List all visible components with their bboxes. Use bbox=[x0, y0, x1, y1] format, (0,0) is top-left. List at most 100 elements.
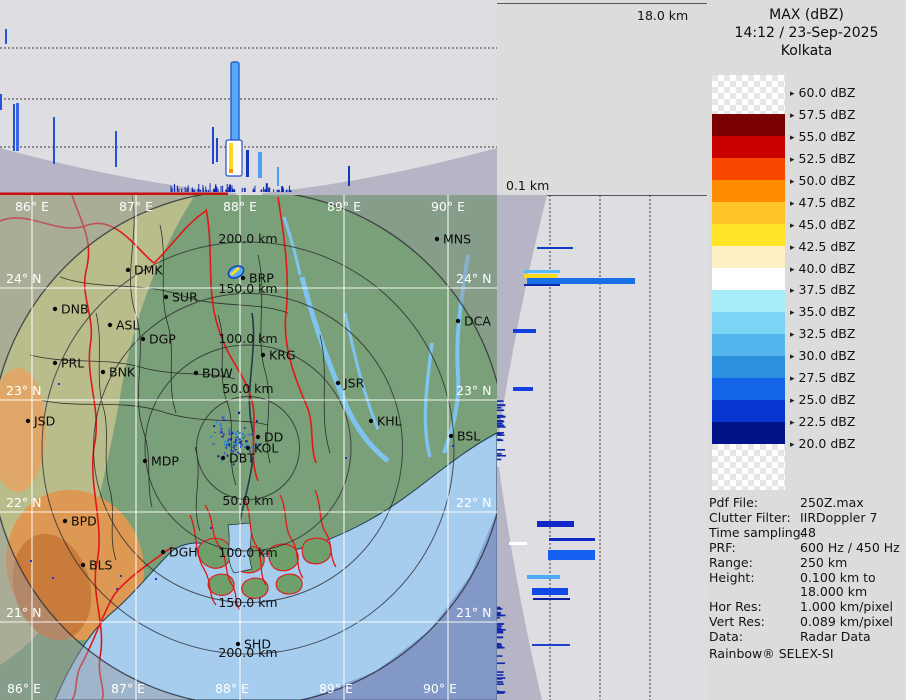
legend-swatch-6 bbox=[712, 246, 785, 268]
legend-swatch-10 bbox=[712, 334, 785, 356]
echo-speckle bbox=[223, 415, 225, 417]
echo-speckle bbox=[225, 446, 228, 449]
profile-noise-speckle bbox=[265, 183, 268, 192]
legend-tick-label: ▸ 25.0 dBZ bbox=[790, 392, 902, 407]
profile-noise-speckle bbox=[264, 189, 267, 192]
tall-echo-column bbox=[230, 61, 240, 142]
city-marker-DGP bbox=[140, 336, 146, 342]
profile-noise-speckle bbox=[176, 185, 178, 192]
lon-label-top: 86° E bbox=[15, 199, 49, 214]
range-ring-100km bbox=[144, 344, 352, 552]
profile-noise-speckle bbox=[207, 189, 209, 192]
height-gridlines bbox=[0, 47, 497, 148]
legend-tick-label: ▸ 30.0 dBZ bbox=[790, 348, 902, 363]
legend-tick-arrow-icon: ▸ bbox=[790, 132, 795, 143]
profile-noise-speckle bbox=[497, 454, 506, 457]
profile-noise-speckle bbox=[497, 655, 503, 657]
profile-noise-speckle bbox=[260, 189, 262, 192]
profile-noise-speckle bbox=[497, 613, 502, 616]
echo-speckle bbox=[238, 452, 241, 455]
legend-tick-text: 60.0 dBZ bbox=[798, 85, 856, 100]
info-row-label: PRF: bbox=[709, 539, 736, 555]
info-row-value: IIRDoppler 7 bbox=[800, 509, 878, 525]
profile-noise-speckle bbox=[174, 183, 176, 192]
city-label-DNB: DNB bbox=[61, 302, 89, 317]
city-label-BRP: BRP bbox=[249, 271, 274, 286]
echo-speckle bbox=[232, 450, 235, 453]
range-ring-label: 50.0 km bbox=[222, 493, 273, 508]
city-marker-MNS bbox=[434, 236, 440, 242]
info-row: 18.000 km bbox=[707, 584, 906, 599]
legend-tick-text: 42.5 dBZ bbox=[798, 238, 856, 254]
top-profile-echoes bbox=[0, 29, 350, 196]
profile-noise-speckle bbox=[497, 623, 505, 625]
echo-speckle bbox=[256, 419, 258, 423]
echo-dot bbox=[452, 445, 454, 447]
city-marker-KOL bbox=[245, 445, 251, 451]
legend-tick-label: ▸ 52.5 dBZ bbox=[790, 151, 902, 166]
profile-noise-speckle bbox=[288, 185, 290, 192]
echo-dot bbox=[52, 577, 54, 579]
city-label-KRG: KRG bbox=[269, 348, 296, 363]
profile-noise-speckle bbox=[178, 188, 180, 192]
city-marker-DD bbox=[255, 434, 261, 440]
tall-echo-box bbox=[225, 139, 243, 177]
info-row-value: 1.000 km/pixel bbox=[800, 599, 893, 615]
echo-speckle bbox=[213, 425, 216, 428]
profile-noise-speckle bbox=[497, 646, 505, 649]
echo-speckle bbox=[237, 411, 241, 415]
profile-bar bbox=[513, 387, 533, 391]
echo-speckle bbox=[221, 435, 224, 438]
profile-noise-speckle bbox=[497, 671, 504, 673]
city-label-ASL: ASL bbox=[116, 318, 139, 333]
echo-dot bbox=[58, 383, 60, 385]
lon-label-top: 88° E bbox=[223, 199, 257, 214]
echo-speckle bbox=[226, 444, 228, 447]
echo-speckle bbox=[232, 463, 235, 466]
city-label-BSL: BSL bbox=[457, 429, 480, 444]
legend-swatch-transparent-top bbox=[712, 75, 785, 114]
info-row-value: 250 km bbox=[800, 554, 848, 570]
profile-noise-speckle bbox=[215, 186, 218, 192]
profile-noise-speckle bbox=[497, 690, 500, 693]
echo-speckle bbox=[223, 419, 226, 422]
echo-speckle bbox=[229, 438, 233, 441]
echo-speckle bbox=[233, 446, 235, 449]
profile-noise-speckle bbox=[497, 677, 506, 679]
lon-label-bottom: 89° E bbox=[319, 681, 353, 696]
range-ring-label: 100.0 km bbox=[218, 545, 277, 560]
echo-speckle bbox=[232, 430, 234, 433]
info-row-value: Radar Data bbox=[800, 629, 871, 645]
echo-speckle bbox=[236, 441, 238, 444]
echo-speckle bbox=[250, 446, 254, 449]
profile-noise-speckle bbox=[497, 627, 501, 629]
lon-label-bottom: 86° E bbox=[7, 681, 41, 696]
lat-label-left: 24° N bbox=[6, 271, 41, 286]
map-panel[interactable]: 86° E 86° E 87° E 87° E 88° E 88° E 89° E 89° E… bbox=[0, 189, 507, 700]
info-row: Vert Res: 0.089 km/pixel bbox=[707, 614, 906, 629]
legend-tick-arrow-icon: ▸ bbox=[790, 264, 795, 275]
legend-tick-label: ▸ 20.0 dBZ bbox=[790, 436, 902, 451]
echo-speckle bbox=[239, 446, 242, 449]
top-profile-panel[interactable] bbox=[0, 0, 497, 196]
brp-echo-core bbox=[230, 266, 240, 277]
legend-tick-arrow-icon: ▸ bbox=[790, 286, 795, 297]
profile-noise-speckle bbox=[497, 448, 506, 451]
lat-label-left: 23° N bbox=[6, 383, 41, 398]
profile-noise-speckle bbox=[273, 189, 275, 192]
profile-noise-speckle bbox=[497, 409, 505, 412]
city-marker-DBT bbox=[220, 455, 226, 461]
side-profile-panel[interactable] bbox=[497, 195, 707, 700]
city-marker-DNB bbox=[52, 306, 58, 312]
city-marker-BDW bbox=[193, 370, 199, 376]
legend-tick-text: 52.5 dBZ bbox=[798, 150, 856, 166]
legend-tick-label: ▸ 50.0 dBZ bbox=[790, 173, 902, 188]
legend-tick-label: ▸ 40.0 dBZ bbox=[790, 261, 902, 276]
legend-swatch-9 bbox=[712, 312, 785, 334]
lat-label-left: 22° N bbox=[6, 495, 41, 510]
profile-noise-speckle bbox=[209, 183, 211, 192]
profile-bar bbox=[115, 131, 117, 167]
echo-speckle bbox=[243, 427, 246, 429]
min-height-label: 0.1 km bbox=[506, 178, 550, 193]
software-brand: Rainbow® SELEX-SI bbox=[709, 646, 834, 661]
